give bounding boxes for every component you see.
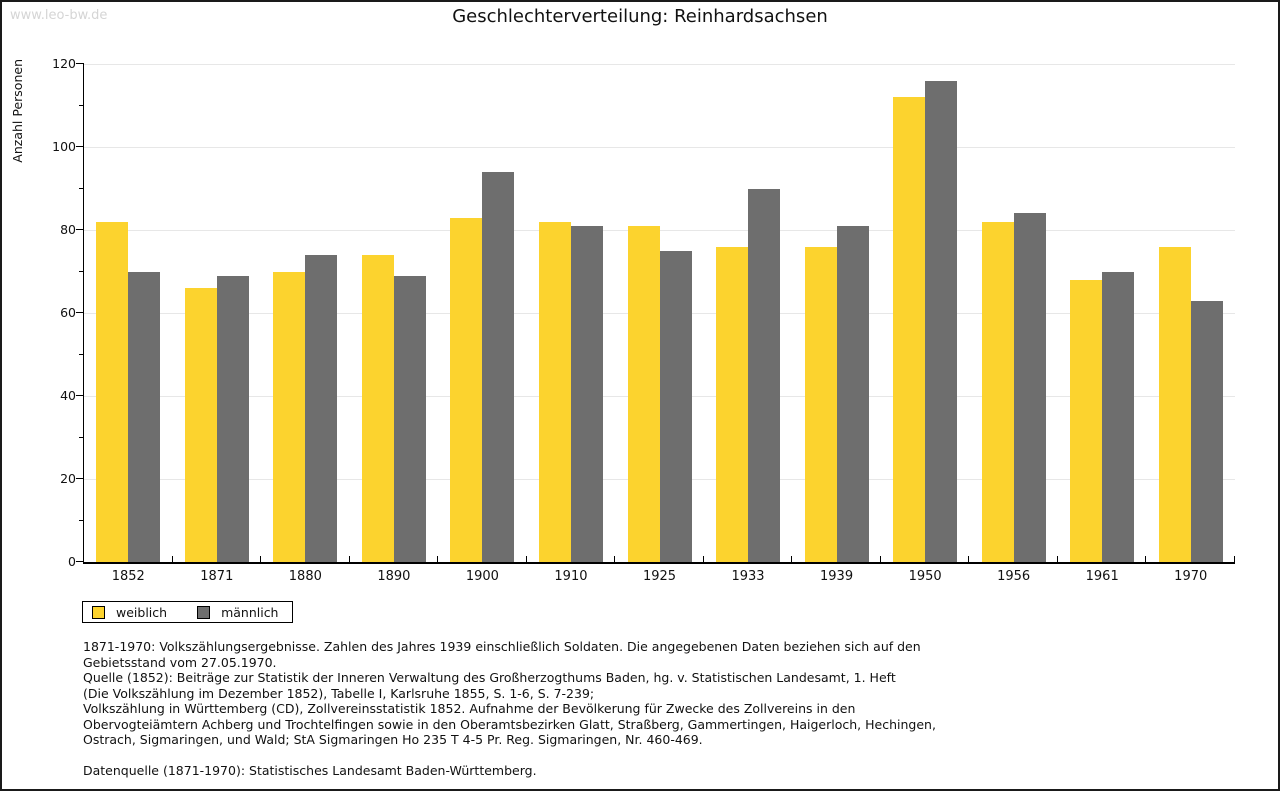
x-axis-tick (879, 556, 881, 562)
x-axis-tick (968, 556, 970, 562)
x-axis-tick (614, 556, 616, 562)
x-axis-tick (1056, 556, 1058, 562)
x-axis-category-label: 1880 (288, 569, 322, 584)
y-axis-minor-tick (79, 104, 84, 106)
bar-weiblich-1910 (538, 221, 571, 562)
legend-item-männlich: männlich (197, 605, 278, 620)
y-axis-minor-tick (79, 187, 84, 189)
footer-line: Gebietsstand vom 27.05.1970. (83, 654, 277, 670)
bar-weiblich-1900 (450, 217, 483, 562)
bar-weiblich-1939 (804, 246, 837, 562)
bar-männlich-1900 (482, 171, 515, 562)
y-axis-tick-label: 60 (60, 305, 76, 320)
plot-area: 0 20 40 60 80 100 120 1852 1871 1880 1890 1900 1910 1… (52, 56, 1235, 584)
y-axis-minor-tick (79, 270, 84, 272)
y-axis-tick-label: 120 (52, 56, 76, 71)
bar-weiblich-1852 (96, 221, 129, 562)
x-axis-category-label: 1961 (1085, 569, 1119, 584)
y-axis-tick-label: 100 (52, 139, 76, 154)
bar-männlich-1939 (836, 225, 869, 562)
bar-männlich-1890 (393, 275, 426, 562)
bar-männlich-1956 (1013, 213, 1046, 562)
x-axis-tick (1145, 556, 1147, 562)
bar-männlich-1871 (216, 275, 249, 562)
y-axis-minor-tick (79, 353, 84, 355)
x-axis-category-label: 1871 (200, 569, 234, 584)
bar-weiblich-1933 (716, 246, 749, 562)
bar-männlich-1950 (925, 80, 958, 562)
y-axis-minor-tick (79, 519, 84, 521)
bar-weiblich-1950 (893, 97, 926, 562)
chart-title: Geschlechterverteilung: Reinhardsachsen (452, 6, 828, 27)
footer-line: Datenquelle (1871-1970): Statistisches L… (83, 763, 537, 778)
x-axis-category-label: 1956 (997, 569, 1031, 584)
bar-weiblich-1956 (981, 221, 1014, 562)
legend-swatch-männlich (197, 605, 211, 619)
x-axis-tick (525, 556, 527, 562)
x-axis-category-label: 1925 (642, 569, 677, 584)
x-axis-category-label: 1890 (377, 569, 411, 584)
y-axis-tick-label: 0 (68, 554, 76, 569)
y-axis-major-tick (76, 561, 84, 562)
y-axis-label: Anzahl Personen (10, 59, 25, 163)
y-axis-major-tick (76, 229, 84, 230)
legend-item-weiblich: weiblich (92, 605, 167, 620)
x-axis-category-label: 1970 (1174, 569, 1208, 584)
y-gridline (84, 230, 1235, 231)
bar-weiblich-1970 (1158, 246, 1191, 562)
bar-männlich-1933 (748, 188, 781, 562)
bar-weiblich-1871 (184, 288, 217, 562)
bar-weiblich-1880 (273, 271, 306, 562)
y-gridline (84, 147, 1235, 148)
bar-männlich-1880 (305, 254, 338, 562)
footer-line: Quelle (1852): Beiträge zur Statistik de… (83, 670, 896, 685)
watermark: www.leo-bw.de (10, 8, 108, 23)
bar-männlich-1910 (570, 225, 603, 562)
x-axis-tick (1234, 556, 1235, 562)
legend-label: weiblich (116, 604, 168, 620)
x-axis-category-label: 1900 (465, 569, 499, 584)
x-axis-tick (348, 556, 350, 562)
x-axis-tick (437, 556, 439, 562)
footer-line: Obervogteiämtern Achberg und Trochtelfin… (83, 716, 936, 732)
y-axis-major-tick (76, 63, 84, 64)
x-axis-category-label: 1852 (111, 569, 145, 584)
y-axis-tick-label: 80 (60, 222, 76, 237)
footer-line: Volkszählung in Württemberg (CD), Zollve… (83, 701, 856, 716)
y-axis-tick-label: 40 (60, 388, 76, 403)
y-axis-major-tick (76, 312, 84, 313)
x-axis-tick (702, 556, 704, 562)
bar-männlich-1925 (659, 250, 692, 562)
footer-notes: 1871-1970: Volkszählungsergebnisse. Zahl… (83, 639, 936, 779)
legend-label: männlich (221, 604, 279, 620)
y-axis-major-tick (76, 478, 84, 479)
bar-männlich-1961 (1102, 271, 1135, 562)
x-axis-tick (171, 556, 173, 562)
bar-weiblich-1890 (361, 254, 394, 562)
bar-weiblich-1925 (627, 225, 660, 562)
y-axis-major-tick (76, 395, 84, 396)
footer-line: 1871-1970: Volkszählungsergebnisse. Zahl… (83, 639, 921, 654)
legend-swatch-weiblich (92, 605, 105, 619)
bar-männlich-1852 (128, 271, 161, 562)
footer-line: (Die Volkszählung im Dezember 1852), Tab… (83, 685, 595, 701)
bar-weiblich-1961 (1070, 279, 1103, 562)
x-axis-tick (260, 556, 262, 562)
y-gridline (84, 64, 1235, 65)
x-axis-category-label: 1933 (731, 569, 765, 584)
footer-spacer (83, 748, 936, 764)
x-axis-tick (791, 556, 793, 562)
x-axis-category-label: 1939 (820, 569, 854, 584)
y-axis-major-tick (76, 146, 84, 147)
x-axis-category-label: 1910 (554, 569, 588, 584)
bar-männlich-1970 (1190, 300, 1223, 562)
legend: weiblich männlich (82, 601, 294, 623)
footer-line: Ostrach, Sigmaringen, und Wald; StA Sigm… (83, 732, 703, 747)
y-axis-tick-label: 20 (60, 471, 76, 486)
y-axis-minor-tick (79, 436, 84, 438)
x-axis-category-label: 1950 (908, 569, 942, 584)
